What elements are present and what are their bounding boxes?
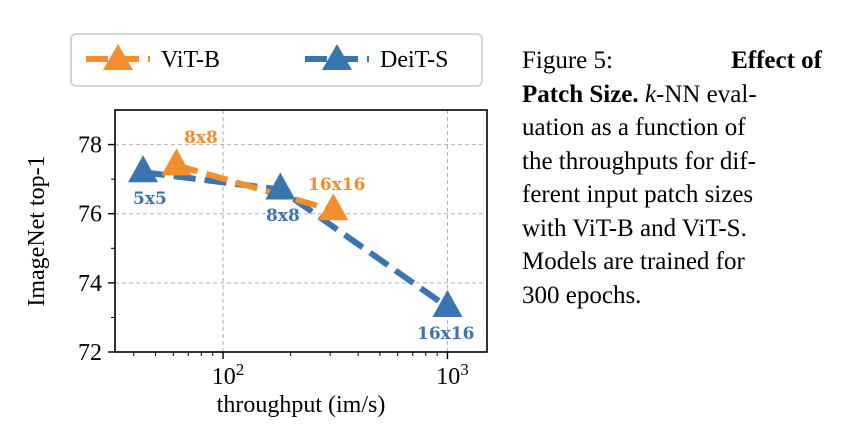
data-labels: 8x8 16x16 5x5 8x8 16x16: [133, 128, 474, 344]
caption-title: Patch Size.: [522, 80, 639, 108]
caption-line: with ViT-B and ViT-S.: [522, 214, 747, 242]
data-point-vit-b: [161, 148, 192, 176]
caption-math: k: [644, 80, 656, 108]
y-tick-label: 72: [78, 340, 102, 366]
y-tick-label: 78: [78, 133, 102, 159]
caption-line: uation as a function of: [522, 114, 746, 141]
legend: ViT-B DeiT-S: [70, 33, 483, 87]
legend-label-deit-s: DeiT-S: [380, 47, 448, 73]
series-lines: [142, 162, 450, 310]
grid-lines: [115, 110, 487, 352]
data-point-vit-b: [318, 193, 349, 221]
x-axis: 102 103 throughput (im/s): [212, 352, 469, 418]
chart: 72 74 76 78 ImageNet top-1 102 103 throu…: [24, 33, 488, 418]
data-point-deit-s: [265, 172, 296, 200]
data-point-deit-s: [432, 290, 463, 318]
caption-text: -NN eval-: [656, 80, 757, 108]
x-tick-label: 102: [212, 360, 245, 390]
y-tick-label: 76: [78, 202, 102, 228]
caption-title: Effect of: [731, 47, 822, 74]
caption-line: Figure 5: Effect of: [522, 44, 822, 78]
legend-marker-vit-b: [103, 44, 133, 70]
series-markers: [128, 148, 463, 318]
x-tick-label: 103: [436, 360, 469, 390]
point-label: 8x8: [266, 206, 300, 226]
y-axis: 72 74 76 78 ImageNet top-1: [24, 133, 115, 366]
x-axis-label: throughput (im/s): [217, 392, 386, 418]
caption-line: ferent input patch sizes: [522, 181, 754, 208]
data-point-deit-s: [128, 155, 159, 183]
caption-line: 300 epochs.: [522, 281, 642, 309]
point-label: 8x8: [184, 128, 218, 148]
point-label: 5x5: [133, 189, 167, 209]
y-tick-label: 74: [78, 271, 102, 297]
y-axis-label: ImageNet top-1: [24, 155, 50, 306]
point-label: 16x16: [417, 324, 474, 344]
point-label: 16x16: [308, 175, 365, 195]
series-line-deit-s: [142, 169, 450, 310]
figure-caption: Figure 5: Effect of Patch Size. k-NN eval…: [522, 44, 822, 312]
figure-label: Figure 5:: [522, 47, 613, 74]
legend-marker-deit-s: [322, 44, 352, 70]
caption-line: Models are trained for: [522, 248, 745, 275]
legend-label-vit-b: ViT-B: [161, 47, 220, 73]
caption-line: the throughputs for dif-: [522, 147, 756, 175]
plot-frame: [114, 109, 488, 353]
legend-box: [70, 33, 483, 87]
series-line-vit-b: [175, 162, 335, 214]
caption-line: Patch Size. k-NN eval-: [522, 78, 822, 112]
